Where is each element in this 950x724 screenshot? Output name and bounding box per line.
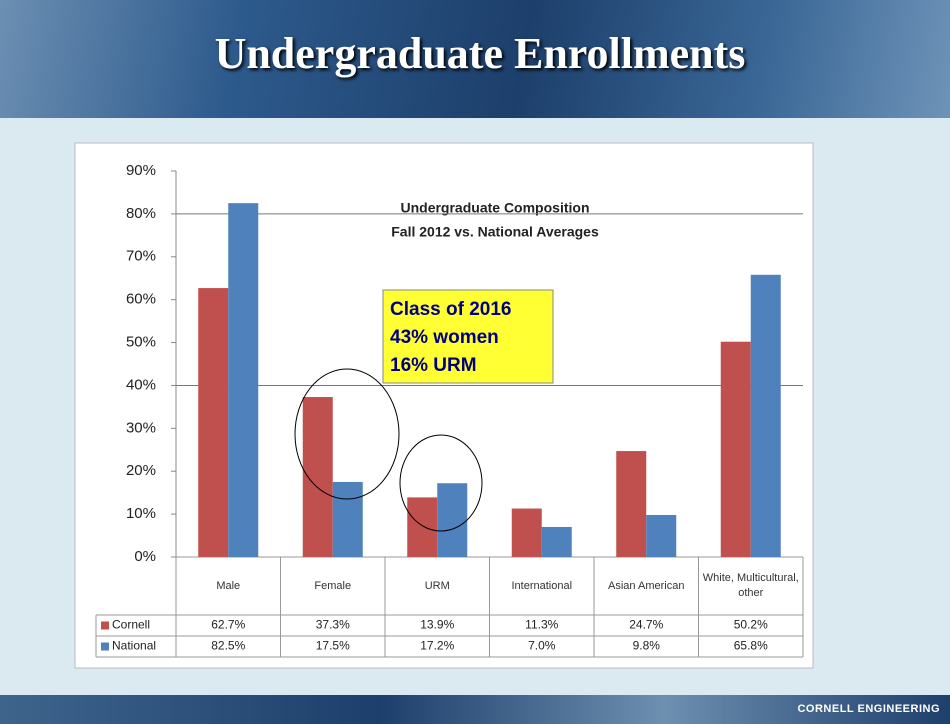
y-tick-label: 50% (126, 334, 156, 351)
x-label-box: International (511, 579, 573, 592)
value-label: 82.5% (211, 639, 245, 653)
value-label: 50.2% (734, 618, 768, 632)
bar (720, 341, 751, 557)
value-label: 9.8% (633, 639, 661, 653)
legend-label: Cornell (112, 618, 150, 632)
footer-text: CORNELL ENGINEERING (797, 703, 940, 715)
value-label: 7.0% (528, 639, 556, 653)
value-label: 17.2% (420, 639, 454, 653)
x-label-box: Asian American (608, 579, 685, 592)
bar (541, 526, 572, 557)
bar (616, 451, 647, 557)
x-label-box: Male (216, 579, 241, 592)
value-label: 13.9% (420, 618, 454, 632)
x-tick-label: Female (314, 579, 352, 592)
x-label-box: URM (424, 579, 450, 592)
y-tick-label: 20% (126, 462, 156, 479)
highlight-circle (294, 368, 400, 500)
legend-label: National (112, 639, 156, 653)
bar (437, 483, 468, 557)
bar (332, 481, 363, 557)
bar (228, 203, 259, 557)
value-label: 62.7% (211, 618, 245, 632)
highlight-circle (399, 434, 483, 532)
bar (511, 508, 542, 557)
x-tick-label: Asian American (608, 579, 685, 592)
annotation: 43% women (390, 327, 499, 348)
chart-title: Fall 2012 vs. National Averages (391, 224, 599, 240)
annotation-box (382, 289, 554, 384)
y-tick-label: 0% (134, 548, 156, 565)
annotation: 16% URM (390, 355, 477, 376)
slide-title: Undergraduate Enrollments (214, 29, 746, 78)
x-label-box: White, Multicultural, other (702, 572, 799, 599)
bar (646, 514, 677, 557)
x-label-box: Female (314, 579, 352, 592)
value-label: 65.8% (734, 639, 768, 653)
bar (750, 274, 781, 557)
bar (407, 497, 438, 557)
title-backdrop (372, 195, 618, 245)
y-tick-label: 30% (126, 419, 156, 436)
value-label: 17.5% (316, 639, 350, 653)
annotation: Class of 2016 (390, 299, 511, 320)
value-label: 11.3% (525, 618, 558, 632)
y-tick-label: 90% (126, 162, 156, 179)
bar (302, 397, 333, 557)
y-tick-label: 60% (126, 291, 156, 308)
y-tick-label: 10% (126, 505, 156, 522)
footer: CORNELL ENGINEERING (0, 695, 950, 724)
bar (198, 288, 229, 557)
legend-swatch (101, 621, 109, 630)
legend-swatch (101, 642, 109, 651)
plot: 0% 10% 20% 30% 40% 50% 60% 70% 80% 90% Male 62.7% 82… (95, 162, 804, 658)
x-tick-label: International (511, 579, 573, 592)
value-label: 24.7% (629, 618, 663, 632)
y-tick-label: 40% (126, 376, 156, 393)
y-tick-label: 80% (126, 205, 156, 222)
x-tick-label: Male (216, 579, 241, 592)
chart-title: Undergraduate Composition (400, 200, 589, 216)
x-tick-label: White, Multicultural, other (702, 572, 799, 599)
value-label: 37.3% (316, 618, 350, 632)
x-tick-label: URM (424, 579, 450, 592)
y-tick-label: 70% (126, 248, 156, 265)
header (0, 0, 950, 118)
